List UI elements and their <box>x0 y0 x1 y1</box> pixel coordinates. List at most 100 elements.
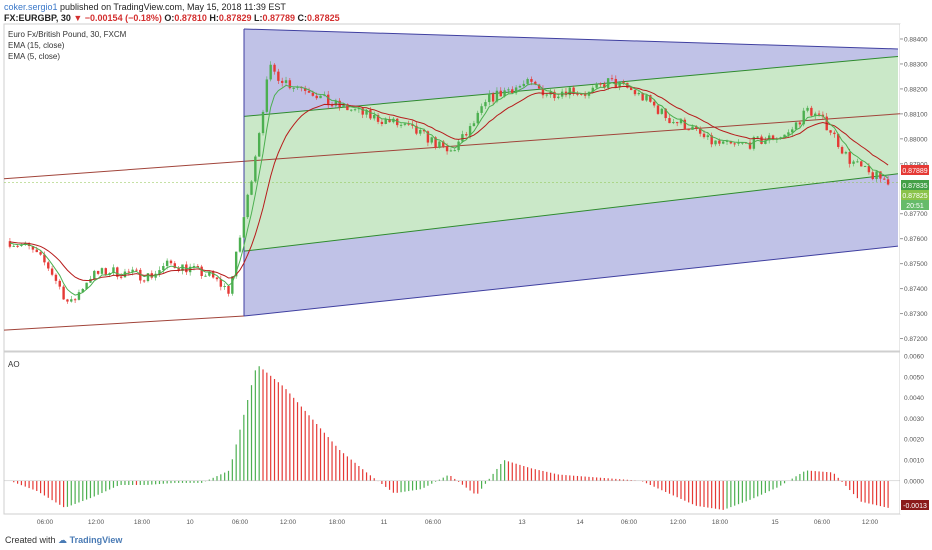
candle-body <box>514 87 518 94</box>
candle-body <box>748 142 752 149</box>
candle-body <box>656 105 660 114</box>
time-axis-label: 12:00 <box>280 519 297 526</box>
candle-body <box>794 122 798 130</box>
high-label: H: <box>209 13 219 23</box>
candle-body <box>66 299 69 302</box>
candle-body <box>848 152 851 164</box>
candle-body <box>407 123 410 125</box>
lower-extension-line[interactable] <box>3 315 245 331</box>
ao-axis-label: 0.0030 <box>904 416 924 423</box>
price-axis-label: 0.88000 <box>904 136 928 143</box>
tradingview-brand[interactable]: TradingView <box>69 535 123 545</box>
candle-body <box>553 91 556 99</box>
candle-body <box>698 128 702 134</box>
candle-body <box>135 269 138 271</box>
candle-body <box>277 71 280 81</box>
candle-body <box>629 87 633 91</box>
candle-body <box>223 286 226 288</box>
candle-body <box>714 140 717 145</box>
candle-body <box>652 101 656 106</box>
candle-body <box>756 136 759 138</box>
candle-body <box>77 292 81 300</box>
candle-body <box>20 245 23 247</box>
candle-body <box>591 87 595 92</box>
ema5-badge-text: 0.87835 <box>902 183 927 190</box>
candle-body <box>503 90 506 97</box>
candle-body <box>522 83 525 87</box>
candle-body <box>369 110 372 119</box>
time-axis-label: 06:00 <box>232 519 249 526</box>
legend-ao[interactable]: AO <box>8 360 20 369</box>
candle-body <box>883 178 886 180</box>
candle-body <box>403 123 407 125</box>
candle-body <box>837 134 840 147</box>
time-axis-label: 18:00 <box>329 519 346 526</box>
price-axis-bg[interactable] <box>900 24 930 514</box>
ao-badge-text: -0.0013 <box>903 503 927 510</box>
candle-body <box>537 84 541 89</box>
author-link[interactable]: coker.sergio1 <box>4 2 58 12</box>
channel-lower-inner-line[interactable] <box>243 173 899 252</box>
channel-upper-line[interactable] <box>243 28 899 50</box>
ao-axis-label: 0.0060 <box>904 354 924 361</box>
candle-body <box>177 268 180 271</box>
candle-body <box>633 90 637 95</box>
candle-body <box>760 136 763 144</box>
candle-body <box>741 142 744 144</box>
candle-body <box>311 92 315 96</box>
candle-body <box>399 124 403 126</box>
candle-body <box>16 245 19 247</box>
timer-badge <box>901 200 929 210</box>
candle-body <box>31 246 35 250</box>
channel-median-line[interactable] <box>3 113 901 180</box>
candle-body <box>622 82 625 84</box>
candle-body <box>415 125 418 134</box>
candle-body <box>507 89 510 91</box>
candle-body <box>246 194 249 218</box>
candle-body <box>476 112 479 124</box>
candle-body <box>70 299 73 302</box>
price-axis-label: 0.88300 <box>904 61 928 68</box>
candle-body <box>384 118 387 124</box>
candle-body <box>35 249 38 253</box>
candle-body <box>273 64 276 72</box>
candle-body <box>541 88 545 96</box>
candle-body <box>146 273 150 282</box>
candle-body <box>376 114 380 122</box>
candle-body <box>860 161 863 167</box>
candle-body <box>844 152 848 154</box>
candle-body <box>422 129 426 132</box>
candle-body <box>73 299 77 301</box>
candle-body <box>208 271 211 276</box>
time-axis-label: 06:00 <box>814 519 831 526</box>
channel-lower-line[interactable] <box>243 245 899 317</box>
candle-body <box>829 130 832 133</box>
published-text: published on TradingView.com, May 15, 20… <box>57 2 286 12</box>
candle-body <box>315 95 318 99</box>
candle-body <box>583 94 587 96</box>
candle-body <box>181 264 184 271</box>
candle-body <box>169 260 173 264</box>
legend-ema15[interactable]: EMA (15, close) <box>8 41 65 50</box>
price-axis-label: 0.87300 <box>904 311 928 318</box>
publish-line: coker.sergio1 published on TradingView.c… <box>4 2 286 12</box>
candle-body <box>572 87 575 94</box>
candle-body <box>47 262 50 269</box>
price-axis-label: 0.87900 <box>904 161 928 168</box>
candle-body <box>119 276 123 278</box>
legend-ema5[interactable]: EMA (5, close) <box>8 52 60 61</box>
candle-body <box>449 150 453 152</box>
candle-body <box>691 126 694 130</box>
ema5-line[interactable] <box>9 82 889 296</box>
candle-body <box>200 266 203 276</box>
candle-body <box>840 146 844 154</box>
channel-lower-band <box>244 173 898 317</box>
ao-pane[interactable] <box>3 351 901 515</box>
candle-body <box>204 275 207 277</box>
candle-body <box>645 95 648 101</box>
candle-body <box>679 119 683 124</box>
candle-body <box>530 79 533 82</box>
candle-body <box>380 121 384 124</box>
candle-body <box>139 269 142 281</box>
